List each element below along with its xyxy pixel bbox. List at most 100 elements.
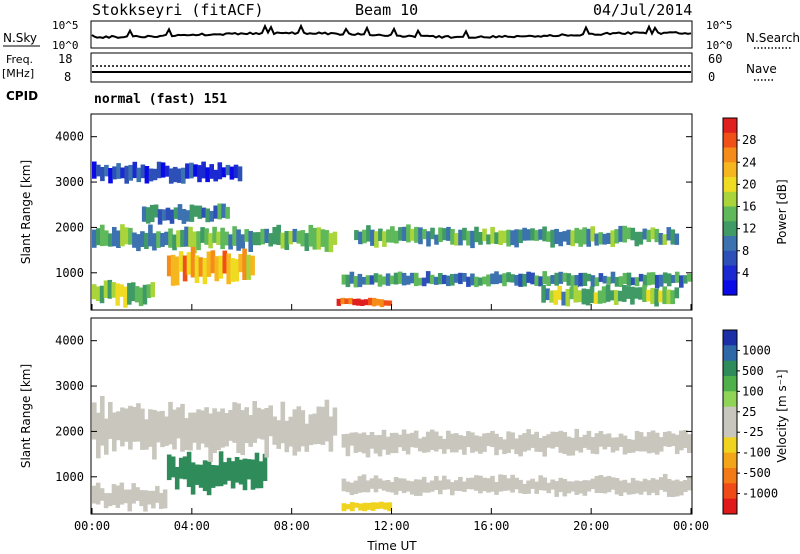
velocity-cell [590, 437, 596, 454]
power-cell [354, 230, 359, 241]
velocity-cell [349, 502, 355, 512]
power-cell [542, 226, 547, 242]
y-tick-label: 4000 [55, 334, 84, 348]
velocity-cell [100, 396, 105, 446]
power-cell [662, 286, 667, 305]
power-cell [149, 204, 155, 223]
y-tick-label: 2000 [55, 220, 84, 234]
velocity-cell [662, 431, 668, 447]
power-cell [386, 229, 391, 243]
velocity-cell [687, 476, 692, 491]
velocity-cell [482, 433, 487, 452]
power-cell [642, 274, 648, 287]
velocity-cell [353, 480, 359, 494]
velocity-cell [222, 462, 228, 485]
power-cell [134, 286, 140, 303]
velocity-cell [389, 432, 395, 454]
power-cell [181, 209, 187, 224]
power-cell [225, 206, 230, 219]
power-cell [622, 272, 628, 284]
velocity-cell [558, 477, 564, 493]
power-cell [486, 234, 491, 245]
power-cell [340, 297, 345, 305]
power-cell [413, 272, 419, 287]
velocity-cell [490, 430, 495, 448]
velocity-cell [405, 480, 411, 492]
power-cell [206, 251, 212, 277]
power-cell [597, 290, 603, 304]
power-heatmap [92, 161, 692, 308]
power-cell [434, 276, 439, 285]
power-cell [390, 226, 395, 243]
velocity-cell [345, 433, 351, 457]
velocity-cell [506, 431, 511, 453]
velocity-cell [425, 431, 431, 453]
velocity-cell [188, 412, 193, 451]
power-cell [470, 230, 475, 249]
velocity-cell [594, 433, 600, 455]
power-cell [132, 232, 137, 248]
power-cell [288, 231, 294, 245]
velocity-cell [230, 461, 236, 489]
power-cell [185, 163, 190, 179]
power-cbar-swatch [723, 191, 737, 208]
power-cell [196, 231, 201, 251]
power-cell [638, 231, 644, 245]
velocity-cell [178, 457, 184, 479]
vel-cbar-tick-label: 1000 [742, 343, 771, 357]
velocity-cell [244, 407, 249, 444]
power-cell [506, 229, 511, 247]
power-cell [164, 231, 169, 246]
velocity-cell [582, 434, 588, 448]
power-cell [116, 230, 121, 248]
power-cell [128, 164, 133, 181]
power-cell [454, 273, 459, 283]
velocity-y-ticks: 1000 2000 3000 4000 [55, 334, 692, 484]
power-cell [394, 230, 399, 244]
velocity-cell [393, 477, 399, 495]
y-tick-label: 1000 [55, 470, 84, 484]
vel-cbar-swatch [723, 483, 737, 500]
velocity-cell [534, 481, 539, 494]
power-cell [574, 227, 579, 244]
vel-cbar-tick-label: 25 [742, 405, 756, 419]
power-cell [417, 277, 423, 286]
velocity-cell [361, 432, 367, 454]
power-cell [474, 226, 479, 243]
power-cell [642, 285, 647, 302]
velocity-cell [250, 459, 256, 490]
velocity-cell [365, 480, 371, 493]
power-cell [530, 228, 535, 241]
power-cell [561, 291, 566, 306]
velocity-cell [429, 480, 435, 492]
x-axis-ticks: 00:00 04:00 08:00 12:00 16:00 20:00 00:00 [74, 304, 709, 533]
power-cbar-swatch [723, 162, 737, 178]
velocity-cell [170, 456, 176, 478]
velocity-cell [124, 408, 129, 442]
power-cbar-tick-label: 28 [742, 133, 756, 147]
power-cell [128, 227, 133, 245]
velocity-cell [377, 435, 383, 457]
velocity-cell [240, 410, 245, 456]
power-cell [498, 230, 503, 245]
power-cell [157, 209, 163, 225]
velocity-cell [498, 474, 503, 492]
power-cell [526, 271, 531, 283]
power-cell [538, 229, 543, 240]
power-cell [466, 230, 471, 246]
velocity-cell [578, 481, 584, 494]
velocity-cell [514, 477, 519, 490]
velocity-cell [162, 489, 168, 509]
power-cell [212, 226, 217, 243]
vel-cbar-swatch [723, 422, 737, 438]
power-cell [214, 256, 220, 282]
power-cell [614, 277, 620, 287]
power-cell [638, 287, 643, 300]
power-cell [577, 290, 583, 303]
velocity-cell [252, 401, 257, 443]
velocity-cell [562, 432, 568, 454]
power-cell [566, 273, 572, 286]
velocity-cell [248, 415, 253, 447]
power-cell [240, 234, 245, 249]
station-title: Stokkseyri (fitACF) [92, 1, 264, 19]
